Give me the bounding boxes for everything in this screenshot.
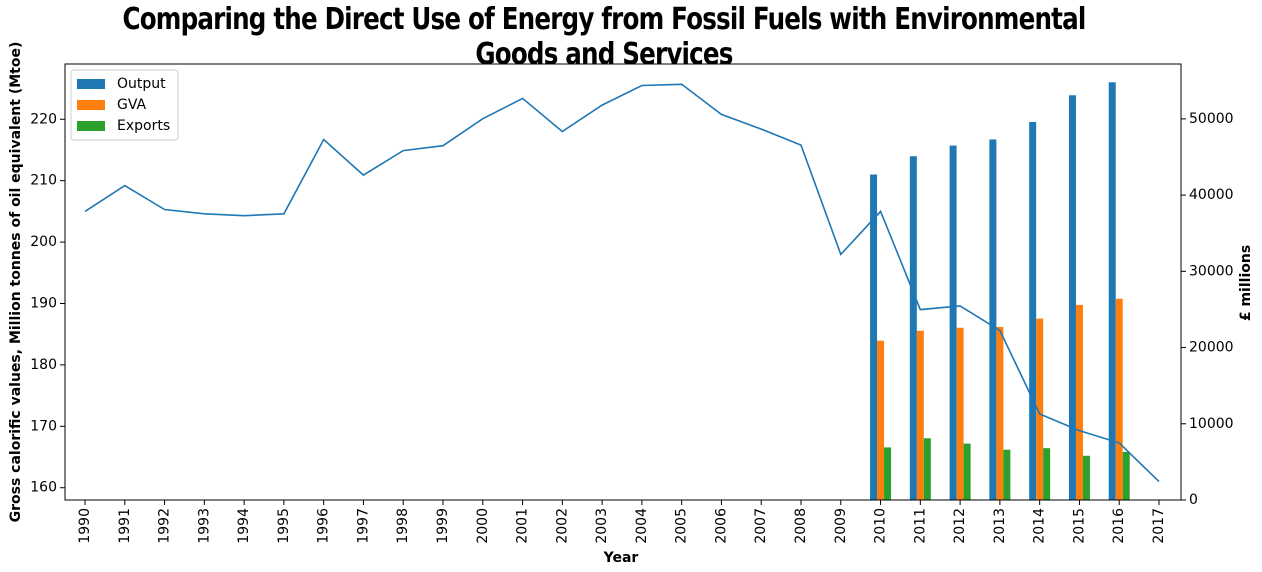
chart-title: Comparing the Direct Use of Energy from … (122, 2, 1086, 72)
line-layer (84, 83, 1160, 483)
bars-layer (870, 82, 1130, 501)
legend-label-output: Output (117, 76, 166, 92)
bar-gva-2014 (1036, 318, 1044, 500)
y-axis-right-label: £ millions (1238, 245, 1254, 321)
x-tick-label-2005: 2005 (674, 508, 690, 544)
bar-gva-2011 (916, 330, 924, 500)
y-axis-left: 160 170 180 190 200 210 220 (30, 111, 65, 496)
bar-exports-2010 (884, 447, 892, 500)
x-tick-label-2010: 2010 (873, 508, 889, 544)
bar-output-2013 (989, 139, 997, 500)
bar-exports-2012 (963, 443, 971, 500)
bar-output-2012 (949, 145, 957, 500)
bar-output-2015 (1068, 95, 1076, 501)
x-tick-label-2004: 2004 (634, 508, 650, 544)
x-tick-label-1990: 1990 (77, 508, 93, 544)
bar-exports-2015 (1082, 455, 1090, 500)
y-left-tick-label-200: 200 (30, 234, 57, 250)
y-axis-left-label: Gross calorific values, Million tonnes o… (8, 42, 24, 523)
legend-label-gva: GVA (117, 97, 147, 113)
x-tick-label-2015: 2015 (1071, 508, 1087, 544)
y-axis-right: 0 10000 20000 30000 40000 50000 (1181, 111, 1234, 508)
x-tick-label-2008: 2008 (793, 508, 809, 544)
legend-swatch-gva (77, 100, 105, 110)
x-tick-label-2007: 2007 (753, 508, 769, 544)
bar-output-2016 (1108, 82, 1116, 501)
x-tick-label-1997: 1997 (355, 508, 371, 544)
bar-gva-2015 (1075, 304, 1083, 500)
x-tick-label-1993: 1993 (196, 508, 212, 544)
bar-gva-2010 (877, 340, 885, 500)
x-axis-label: Year (603, 550, 639, 566)
y-right-tick-label-10000: 10000 (1189, 416, 1234, 432)
x-tick-label-2011: 2011 (912, 508, 928, 544)
x-tick-label-1995: 1995 (276, 508, 292, 544)
x-tick-label-1992: 1992 (157, 508, 173, 544)
y-right-tick-label-50000: 50000 (1189, 111, 1234, 127)
x-tick-label-2012: 2012 (952, 508, 968, 544)
x-tick-label-1999: 1999 (435, 508, 451, 544)
legend: Output GVA Exports (70, 69, 179, 141)
legend-label-exports: Exports (117, 118, 170, 134)
x-tick-label-2017: 2017 (1151, 508, 1167, 544)
bar-gva-2016 (1115, 298, 1123, 500)
y-left-tick-label-190: 190 (30, 295, 57, 311)
bar-output-2011 (909, 156, 917, 500)
x-tick-label-1991: 1991 (117, 508, 133, 544)
y-left-tick-label-210: 210 (30, 173, 57, 189)
bar-output-2010 (870, 174, 878, 500)
y-left-tick-label-220: 220 (30, 111, 57, 127)
x-tick-label-2014: 2014 (1032, 508, 1048, 544)
x-tick-label-2003: 2003 (594, 508, 610, 544)
legend-swatch-output (77, 79, 105, 89)
bar-exports-2016 (1122, 451, 1130, 500)
x-tick-label-1996: 1996 (316, 508, 332, 544)
x-tick-label-2001: 2001 (515, 508, 531, 544)
y-right-tick-label-40000: 40000 (1189, 187, 1234, 203)
x-tick-label-2000: 2000 (475, 508, 491, 544)
x-tick-label-2006: 2006 (713, 508, 729, 544)
x-tick-label-2013: 2013 (992, 508, 1008, 544)
y-right-tick-label-0: 0 (1189, 492, 1198, 508)
y-right-tick-label-20000: 20000 (1189, 340, 1234, 356)
bar-exports-2013 (1003, 449, 1011, 500)
x-tick-label-2009: 2009 (833, 508, 849, 544)
y-left-tick-label-160: 160 (30, 480, 57, 496)
energy-use-line (84, 83, 1160, 483)
bar-gva-2013 (996, 326, 1004, 500)
bar-output-2014 (1029, 121, 1037, 501)
bar-gva-2012 (956, 327, 964, 500)
legend-swatch-exports (77, 121, 105, 131)
bar-exports-2014 (1043, 448, 1051, 500)
bar-exports-2011 (923, 438, 931, 500)
y-left-tick-label-180: 180 (30, 357, 57, 373)
y-left-tick-label-170: 170 (30, 418, 57, 434)
x-tick-label-1994: 1994 (236, 508, 252, 544)
plot-frame (64, 63, 1182, 501)
x-tick-label-2016: 2016 (1111, 508, 1127, 544)
x-tick-label-1998: 1998 (395, 508, 411, 544)
x-axis: 1990 1991 1992 1993 1994 1995 1996 1997 1998 1999… (77, 500, 1167, 544)
x-tick-label-2002: 2002 (554, 508, 570, 544)
y-right-tick-label-30000: 30000 (1189, 263, 1234, 279)
